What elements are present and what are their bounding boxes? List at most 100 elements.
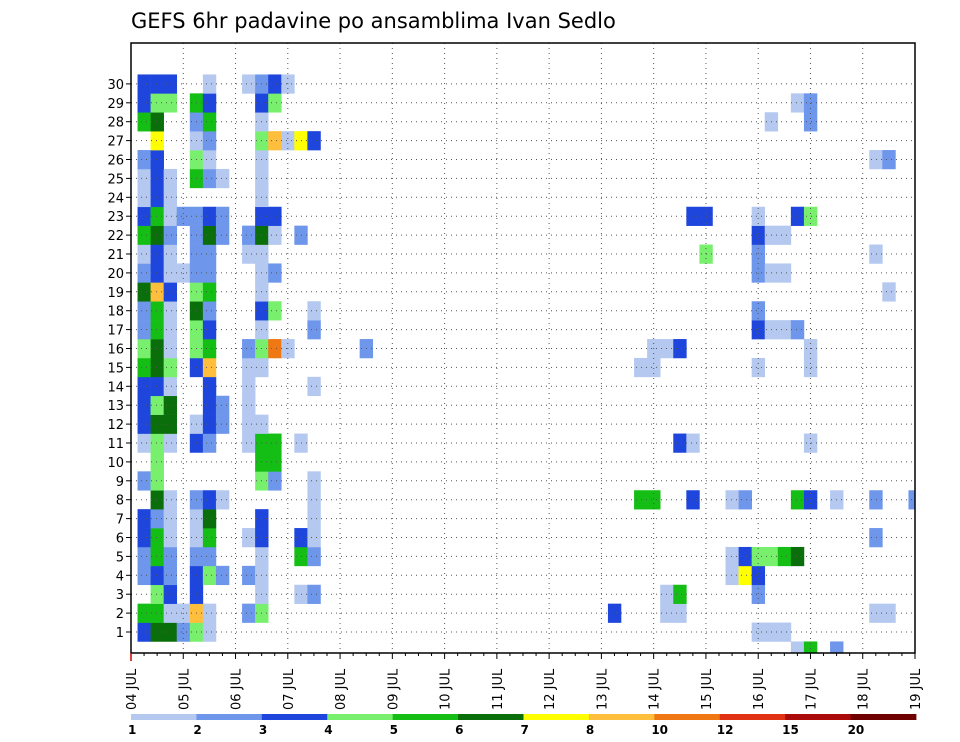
heatmap-cell — [307, 131, 321, 151]
y-tick-label: 24 — [107, 191, 124, 206]
heatmap-cell — [137, 603, 151, 623]
heatmap-cell — [242, 339, 256, 359]
heatmap-cell — [150, 74, 164, 94]
heatmap-cell — [202, 93, 217, 113]
heatmap-cell — [202, 206, 217, 226]
y-tick-label: 3 — [116, 588, 124, 603]
heatmap-cell — [242, 74, 256, 94]
heatmap-cell — [176, 622, 191, 642]
y-tick-label: 17 — [107, 324, 124, 339]
heatmap-cell — [307, 471, 321, 491]
heatmap-cell — [150, 320, 164, 340]
y-tick-label: 15 — [107, 361, 124, 376]
y-tick-label: 2 — [116, 607, 124, 622]
heatmap-cell — [150, 565, 164, 586]
heatmap-cell — [869, 490, 883, 510]
heatmap-cell — [150, 490, 164, 510]
colorbar-swatch — [719, 714, 786, 720]
heatmap-cell — [242, 414, 256, 434]
heatmap-cell — [150, 452, 164, 472]
heatmap-cell — [137, 225, 151, 245]
heatmap-cell — [202, 339, 217, 359]
heatmap-cell — [202, 433, 217, 453]
heatmap-cell — [686, 433, 700, 453]
heatmap-cell — [150, 357, 164, 378]
colorbar-swatch — [588, 714, 655, 720]
heatmap-cell — [738, 490, 752, 510]
colorbar-tick-label: 10 — [651, 723, 668, 737]
heatmap-cell — [137, 244, 151, 264]
heatmap-cell — [202, 357, 217, 378]
colorbar-swatch — [458, 714, 524, 720]
heatmap-cell — [790, 546, 805, 567]
heatmap-cell — [777, 320, 792, 340]
colorbar-swatch — [850, 714, 917, 720]
heatmap-cell — [163, 206, 178, 226]
heatmap-cell — [202, 320, 217, 340]
heatmap-cell — [137, 168, 151, 189]
heatmap-cell — [751, 301, 766, 321]
y-tick-label: 29 — [107, 97, 124, 112]
heatmap-cell — [137, 339, 151, 359]
heatmap-cell — [751, 225, 766, 245]
heatmap-cell — [137, 320, 151, 340]
heatmap-cell — [150, 168, 164, 189]
heatmap-cell — [202, 282, 217, 302]
heatmap-cell — [202, 622, 217, 642]
heatmap-cell — [242, 376, 256, 397]
heatmap-cell — [882, 603, 896, 623]
heatmap-cell — [307, 490, 321, 510]
x-tick-label: 11 JUL — [491, 668, 506, 710]
y-tick-label: 18 — [107, 305, 124, 320]
heatmap-cell — [882, 150, 896, 170]
heatmap-cell — [150, 546, 164, 567]
colorbar-swatch — [327, 714, 394, 720]
heatmap-cell — [150, 282, 164, 302]
y-tick-label: 26 — [107, 154, 124, 169]
colorbar-tick-label: 3 — [259, 723, 267, 737]
y-tick-label: 20 — [107, 267, 124, 282]
y-tick-label: 22 — [107, 229, 124, 244]
y-tick-label: 4 — [116, 569, 124, 584]
heatmap-cell — [163, 584, 178, 604]
y-tick-label: 23 — [107, 210, 124, 225]
heatmap-cell — [150, 376, 164, 397]
chart-title: GEFS 6hr padavine po ansamblima Ivan Sed… — [131, 9, 616, 33]
heatmap-cell — [163, 414, 178, 434]
y-tick-label: 7 — [116, 513, 124, 528]
y-tick-label: 19 — [107, 286, 124, 301]
heatmap-cell — [790, 641, 805, 654]
x-tick-label: 19 JUL — [909, 668, 924, 710]
heatmap-cell — [268, 452, 282, 472]
heatmap-cell — [202, 490, 217, 510]
heatmap-cell — [777, 225, 792, 245]
heatmap-cell — [242, 395, 256, 415]
heatmap-cell — [830, 641, 844, 654]
heatmap-cell — [790, 320, 805, 340]
heatmap-cell — [163, 528, 178, 548]
y-tick-label: 12 — [107, 418, 124, 433]
y-tick-label: 11 — [107, 437, 124, 452]
heatmap-cell — [751, 357, 766, 378]
heatmap-cell — [268, 131, 282, 151]
heatmap-cell — [137, 395, 151, 415]
y-tick-label: 14 — [107, 380, 124, 395]
heatmap-cell — [163, 357, 178, 378]
x-tick-label: 16 JUL — [752, 668, 767, 710]
colorbar-tick-label: 1 — [128, 723, 136, 737]
x-tick-label: 05 JUL — [177, 668, 192, 710]
heatmap-cell — [163, 244, 178, 264]
grid-lines — [131, 43, 915, 653]
colorbar-tick-label: 8 — [586, 723, 594, 737]
heatmap-cell — [137, 376, 151, 397]
heatmap-cell — [202, 376, 217, 397]
colorbar-tick-label: 5 — [390, 723, 398, 737]
heatmap-cell — [215, 565, 230, 586]
heatmap-cell — [869, 603, 883, 623]
x-tick-label: 13 JUL — [595, 668, 610, 710]
heatmap-cell — [215, 168, 230, 189]
y-tick-label: 10 — [107, 456, 124, 471]
heatmap-cell — [673, 584, 687, 604]
heatmap-cell — [202, 528, 217, 548]
heatmap-cell — [163, 603, 178, 623]
